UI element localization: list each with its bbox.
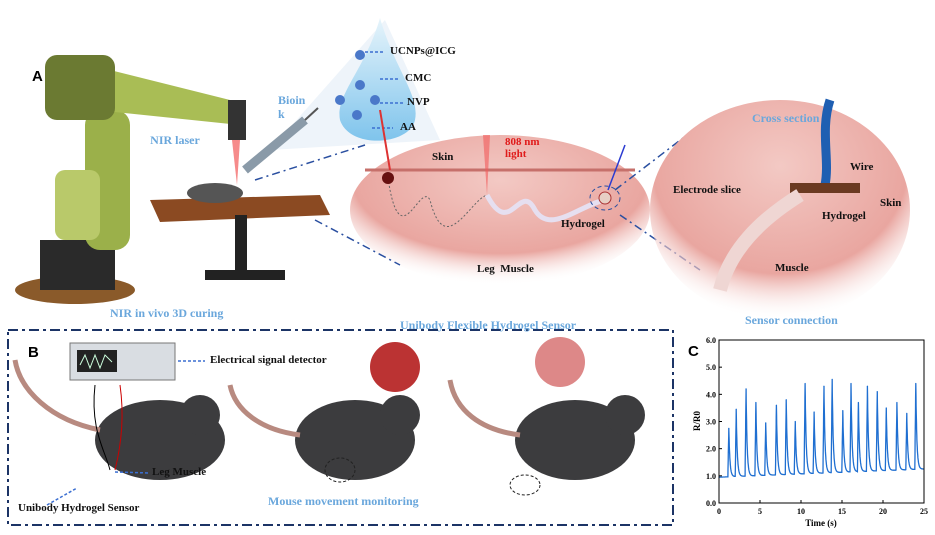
- hydrogel-label: Hydrogel: [561, 218, 605, 230]
- caption-in-vivo-curing: NIR in vivo 3D curing: [110, 306, 224, 320]
- electrode-slice-label: Electrode slice: [673, 184, 741, 196]
- light-label: 808 nm light: [505, 136, 540, 160]
- operating-table-illustration: [150, 183, 330, 280]
- hydrogel-right-label: Hydrogel: [822, 210, 866, 222]
- caption-sensor-connection: Sensor connection: [745, 313, 838, 327]
- skin-label: Skin: [432, 151, 454, 163]
- unibody-sensor-label: Unibody Hydrogel Sensor: [18, 502, 140, 514]
- detector-label: Electrical signal detector: [210, 354, 327, 366]
- bioink-label-line1: Bioin: [278, 93, 306, 107]
- leg-muscle-label: Leg Muscle: [477, 263, 534, 275]
- component-label: CMC: [405, 72, 432, 84]
- syringe-illustration: [242, 107, 319, 174]
- component-label: UCNPs@ICG: [390, 45, 456, 57]
- component-label: AA: [400, 121, 416, 133]
- component-label: NVP: [407, 96, 430, 108]
- robot-arm-illustration: [15, 55, 246, 304]
- wire-label: Wire: [850, 161, 874, 173]
- mouse-illustrations: [95, 395, 645, 480]
- nir-laser-label: NIR laser: [150, 133, 200, 147]
- skin-right-label: Skin: [880, 197, 902, 209]
- muscle-label: Muscle: [775, 262, 809, 274]
- bioink-label-line2: k: [278, 107, 285, 121]
- panel-b-letter: B: [28, 344, 39, 361]
- panel-a-letter: A: [32, 68, 43, 85]
- electrical-signal-detector-icon: [69, 342, 176, 381]
- mouse-monitoring-label: Mouse movement monitoring: [268, 494, 419, 508]
- panel-b-frame: [7, 329, 674, 526]
- panel-c-letter: C: [688, 343, 699, 360]
- caption-unibody-sensor: Unibody Flexible Hydrogel Sensor: [400, 318, 577, 332]
- leg-muscle-b-label: Leg Muscle: [152, 466, 207, 478]
- cross-section-label: Cross section: [752, 111, 820, 125]
